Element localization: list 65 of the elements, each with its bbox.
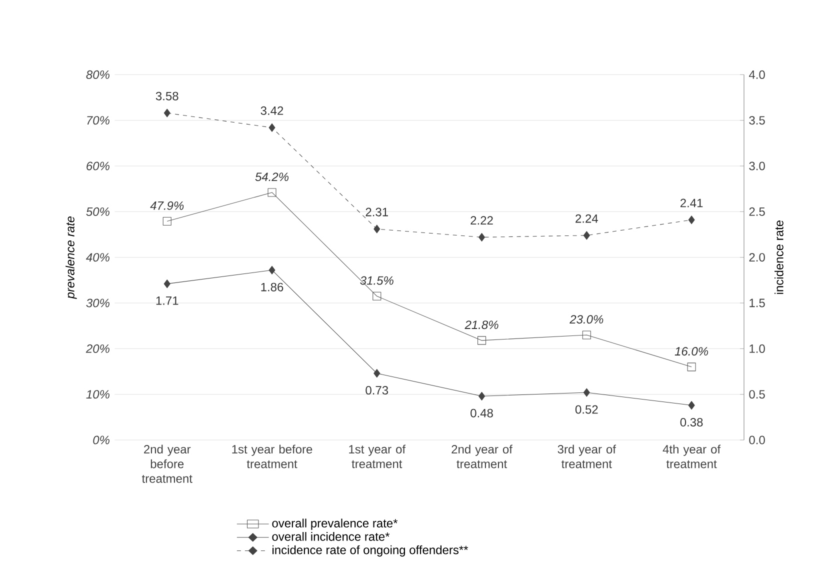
y2-tick-label: 4.0 (748, 70, 765, 79)
y-tick-label: 70% (87, 116, 110, 125)
y2-tick-label: 0.0 (749, 436, 765, 444)
point (582, 330, 591, 340)
data-label: 0.73 (366, 386, 388, 395)
data-label: 2.24 (576, 214, 598, 223)
legend-label: incidence rate of ongoing offenders** (272, 545, 468, 557)
point (374, 224, 380, 234)
y2-tick-label: 1.0 (750, 344, 765, 353)
y2-axis-title: incidence rate (774, 220, 784, 294)
point (268, 266, 276, 274)
x-tick-label: 4th year of treatment (662, 444, 721, 468)
point (688, 401, 695, 410)
data-label: 31.5% (360, 276, 394, 285)
y-tick-label: 10% (86, 390, 110, 399)
data-label: 21.8% (464, 320, 498, 330)
y2-tick-label: 3.5 (749, 116, 765, 125)
point (583, 231, 590, 240)
x-tick-label: 2nd year before treatment (142, 444, 192, 483)
point (478, 336, 486, 345)
point (372, 292, 382, 300)
point (268, 123, 276, 132)
data-label: 47.9% (150, 201, 184, 210)
data-label: 2.31 (366, 208, 388, 216)
data-label: 0.52 (575, 405, 598, 414)
data-label: 0.48 (470, 408, 493, 418)
data-label: 0.38 (680, 418, 703, 427)
y-tick-label: 40% (86, 253, 110, 262)
y2-tick-label: 3.0 (749, 162, 765, 170)
data-label: 2.22 (470, 216, 493, 225)
x-tick-label: 3rd year of treatment (558, 444, 616, 468)
y2-tick-label: 2.5 (749, 207, 765, 216)
point (687, 362, 696, 372)
x-tick-label: 1st year before treatment (232, 444, 312, 468)
point (583, 388, 590, 397)
point (164, 108, 170, 118)
data-label: 16.0% (674, 347, 708, 356)
x-tick-label: 1st year of treatment (349, 444, 406, 468)
point (162, 216, 172, 226)
x-tick-label: 2nd year of treatment (452, 444, 512, 468)
data-label: 54.2% (255, 172, 289, 182)
y-tick-label: 30% (86, 298, 110, 308)
data-label: 3.58 (156, 92, 178, 100)
data-label: 2.41 (680, 198, 703, 208)
y-tick-label: 0% (93, 436, 110, 444)
data-label: 1.71 (156, 296, 178, 305)
y-tick-label: 50% (86, 207, 110, 216)
data-label: 23.0% (570, 315, 604, 324)
y-tick-label: 20% (86, 344, 110, 353)
point (374, 369, 380, 378)
y2-tick-label: 2.0 (749, 253, 765, 262)
data-label: 1.86 (261, 282, 284, 292)
point (688, 216, 695, 224)
y-tick-label: 80% (86, 70, 110, 79)
data-label: 3.42 (260, 106, 284, 115)
point (478, 232, 486, 242)
legend-label: overall prevalence rate* (272, 518, 398, 530)
legend-label: overall incidence rate* (272, 532, 390, 541)
y-axis-title: prevalence rate (66, 216, 77, 299)
point (478, 392, 486, 400)
y2-tick-label: 0.5 (749, 390, 765, 399)
y2-tick-label: 1.5 (750, 298, 765, 308)
point (268, 188, 276, 197)
point (164, 280, 170, 288)
y-tick-label: 60% (86, 162, 110, 170)
